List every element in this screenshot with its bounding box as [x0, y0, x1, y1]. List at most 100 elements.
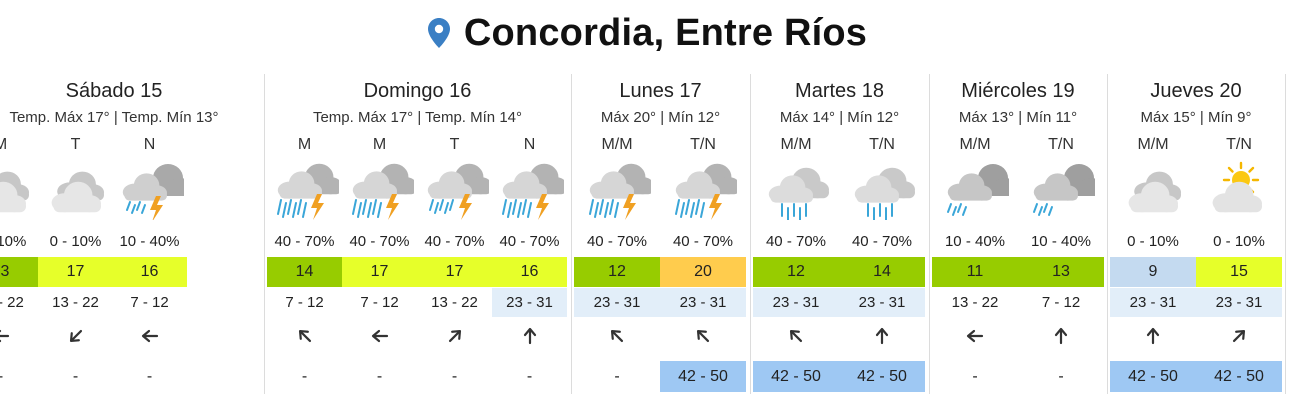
day-name: Martes 18 [795, 80, 884, 102]
forecast-slot: T 40 - 70% 17 13 - 22 - [417, 74, 492, 394]
temperature-value: 16 [112, 257, 187, 287]
forecast-slot: T 0 - 10% 17 13 - 22 - [38, 74, 113, 394]
forecast-slot: M/M 40 - 70% 12 23 - 31 - [574, 74, 660, 394]
period-label: N [523, 136, 536, 153]
wind-arrow-north-west-icon [786, 326, 806, 346]
day-temperature-range: Máx 13° | Mín 11° [958, 109, 1078, 126]
day-separator [929, 74, 930, 394]
temperature-value: 15 [1196, 257, 1282, 287]
wind-speed: 7 - 12 [342, 288, 417, 317]
wind-arrow-west-icon [140, 326, 160, 346]
wind-arrow-north-icon [1051, 326, 1071, 346]
temperature-value: 17 [38, 257, 113, 287]
period-label: M [0, 136, 8, 153]
wind-gust: - [972, 368, 978, 385]
wind-gust: - [301, 368, 308, 385]
wind-speed: 23 - 31 [660, 288, 746, 317]
day-temperature-range: Máx 15° | Mín 9° [1140, 109, 1252, 126]
temperature-value: 17 [342, 257, 417, 287]
wind-gust: - [376, 368, 383, 385]
storm-rain-icon [346, 160, 417, 220]
forecast-slot: T/N 0 - 10% 15 23 - 31 42 - 50 [1196, 74, 1282, 394]
wind-arrow-west-icon [965, 326, 985, 346]
forecast-slot: N 40 - 70% 16 23 - 31 - [492, 74, 567, 394]
wind-gust: - [614, 368, 620, 385]
wind-speed: 7 - 12 [112, 288, 187, 317]
temperature-value: 20 [660, 257, 746, 287]
wind-speed: 13 - 22 [417, 288, 492, 317]
cloudy-icon [1119, 160, 1187, 220]
day-separator [1285, 74, 1286, 394]
wind-speed: 13 - 22 [38, 288, 113, 317]
forecast-slot: M/M 40 - 70% 12 23 - 31 42 - 50 [753, 74, 839, 394]
wind-gust: 42 - 50 [839, 361, 925, 392]
storm-rain-icon [583, 160, 654, 220]
period-label: T/N [869, 136, 895, 153]
wind-gust: - [72, 368, 79, 385]
wind-arrow-north-west-icon [295, 326, 315, 346]
page-title: Concordia, Entre Ríos [463, 11, 868, 54]
forecast-day: Lunes 17 Máx 20° | Mín 12° M/M 40 - 70% 12 2… [571, 74, 750, 394]
forecast-day: Domingo 16 Temp. Máx 17° | Temp. Mín 14° M… [264, 74, 571, 394]
day-temperature-range: Máx 20° | Mín 12° [600, 109, 721, 126]
temperature-value: 14 [839, 257, 925, 287]
storm-light-icon [421, 160, 492, 220]
wind-gust: 42 - 50 [660, 361, 746, 392]
wind-gust: - [146, 368, 153, 385]
wind-arrow-north-icon [1143, 326, 1163, 346]
precipitation-probability: 10 - 40% [1030, 233, 1092, 250]
wind-arrow-north-east-icon [1229, 326, 1249, 346]
wind-speed: 7 - 12 [1018, 288, 1104, 317]
day-name: Lunes 17 [619, 80, 702, 102]
temperature-value: 12 [753, 257, 839, 287]
wind-gust: 42 - 50 [1110, 361, 1196, 392]
period-label: T [70, 136, 81, 153]
partly-sunny-icon [1205, 160, 1273, 220]
period-label: M/M [959, 136, 991, 153]
wind-speed: 23 - 31 [839, 288, 925, 317]
day-temperature-range: Máx 14° | Mín 12° [779, 109, 900, 126]
wind-arrow-north-icon [872, 326, 892, 346]
forecast-slot: T/N 40 - 70% 14 23 - 31 42 - 50 [839, 74, 925, 394]
period-label: M/M [780, 136, 812, 153]
temperature-value: 11 [932, 257, 1018, 287]
rain-icon [848, 160, 916, 221]
precipitation-probability: 40 - 70% [851, 233, 913, 250]
day-temperature-range: Temp. Máx 17° | Temp. Mín 14° [312, 109, 523, 126]
day-name: Miércoles 19 [961, 80, 1075, 102]
period-label: M [297, 136, 312, 153]
precipitation-probability: 40 - 70% [586, 233, 648, 250]
wind-arrow-west-icon [370, 326, 390, 346]
precipitation-probability: 40 - 70% [349, 233, 410, 250]
wind-arrow-north-icon [520, 326, 540, 346]
storm-dark-icon [116, 160, 192, 222]
wind-speed: 23 - 31 [492, 288, 567, 317]
forecast-slot: N 10 - 40% 16 7 - 12 - [112, 74, 192, 394]
precipitation-probability: 40 - 70% [765, 233, 827, 250]
map-pin-icon [427, 18, 450, 48]
wind-arrow-north-east-icon [445, 326, 465, 346]
wind-arrow-west-icon [0, 326, 11, 346]
precipitation-probability: 10 - 40% [119, 233, 180, 250]
forecast-slot: M/M 0 - 10% 9 23 - 31 42 - 50 [1110, 74, 1196, 394]
wind-gust: - [526, 368, 533, 385]
day-separator [264, 74, 265, 394]
wind-speed: 23 - 31 [1110, 288, 1196, 317]
wind-arrow-south-west-icon [66, 326, 86, 346]
period-label: M/M [1137, 136, 1169, 153]
forecast-strip: Sábado 15 Temp. Máx 17° | Temp. Mín 13° M … [0, 74, 1295, 413]
temperature-value: 14 [267, 257, 342, 287]
drizzle-dark-icon [941, 160, 1017, 220]
precipitation-probability: 0 - 10% [1127, 233, 1179, 250]
wind-speed: 13 - 22 [932, 288, 1018, 317]
period-label: T/N [1048, 136, 1074, 153]
wind-gust: 42 - 50 [1196, 361, 1282, 392]
period-label: T/N [1226, 136, 1252, 153]
period-label: T/N [690, 136, 716, 153]
wind-speed: 23 - 31 [1196, 288, 1282, 317]
temperature-value: 17 [417, 257, 492, 287]
forecast-day: Jueves 20 Máx 15° | Mín 9° M/M 0 - 10% 9 23 … [1107, 74, 1285, 394]
precipitation-probability: 40 - 70% [672, 233, 734, 250]
precipitation-probability: 0 - 10% [49, 233, 102, 250]
precipitation-probability: 10 - 40% [944, 233, 1006, 250]
